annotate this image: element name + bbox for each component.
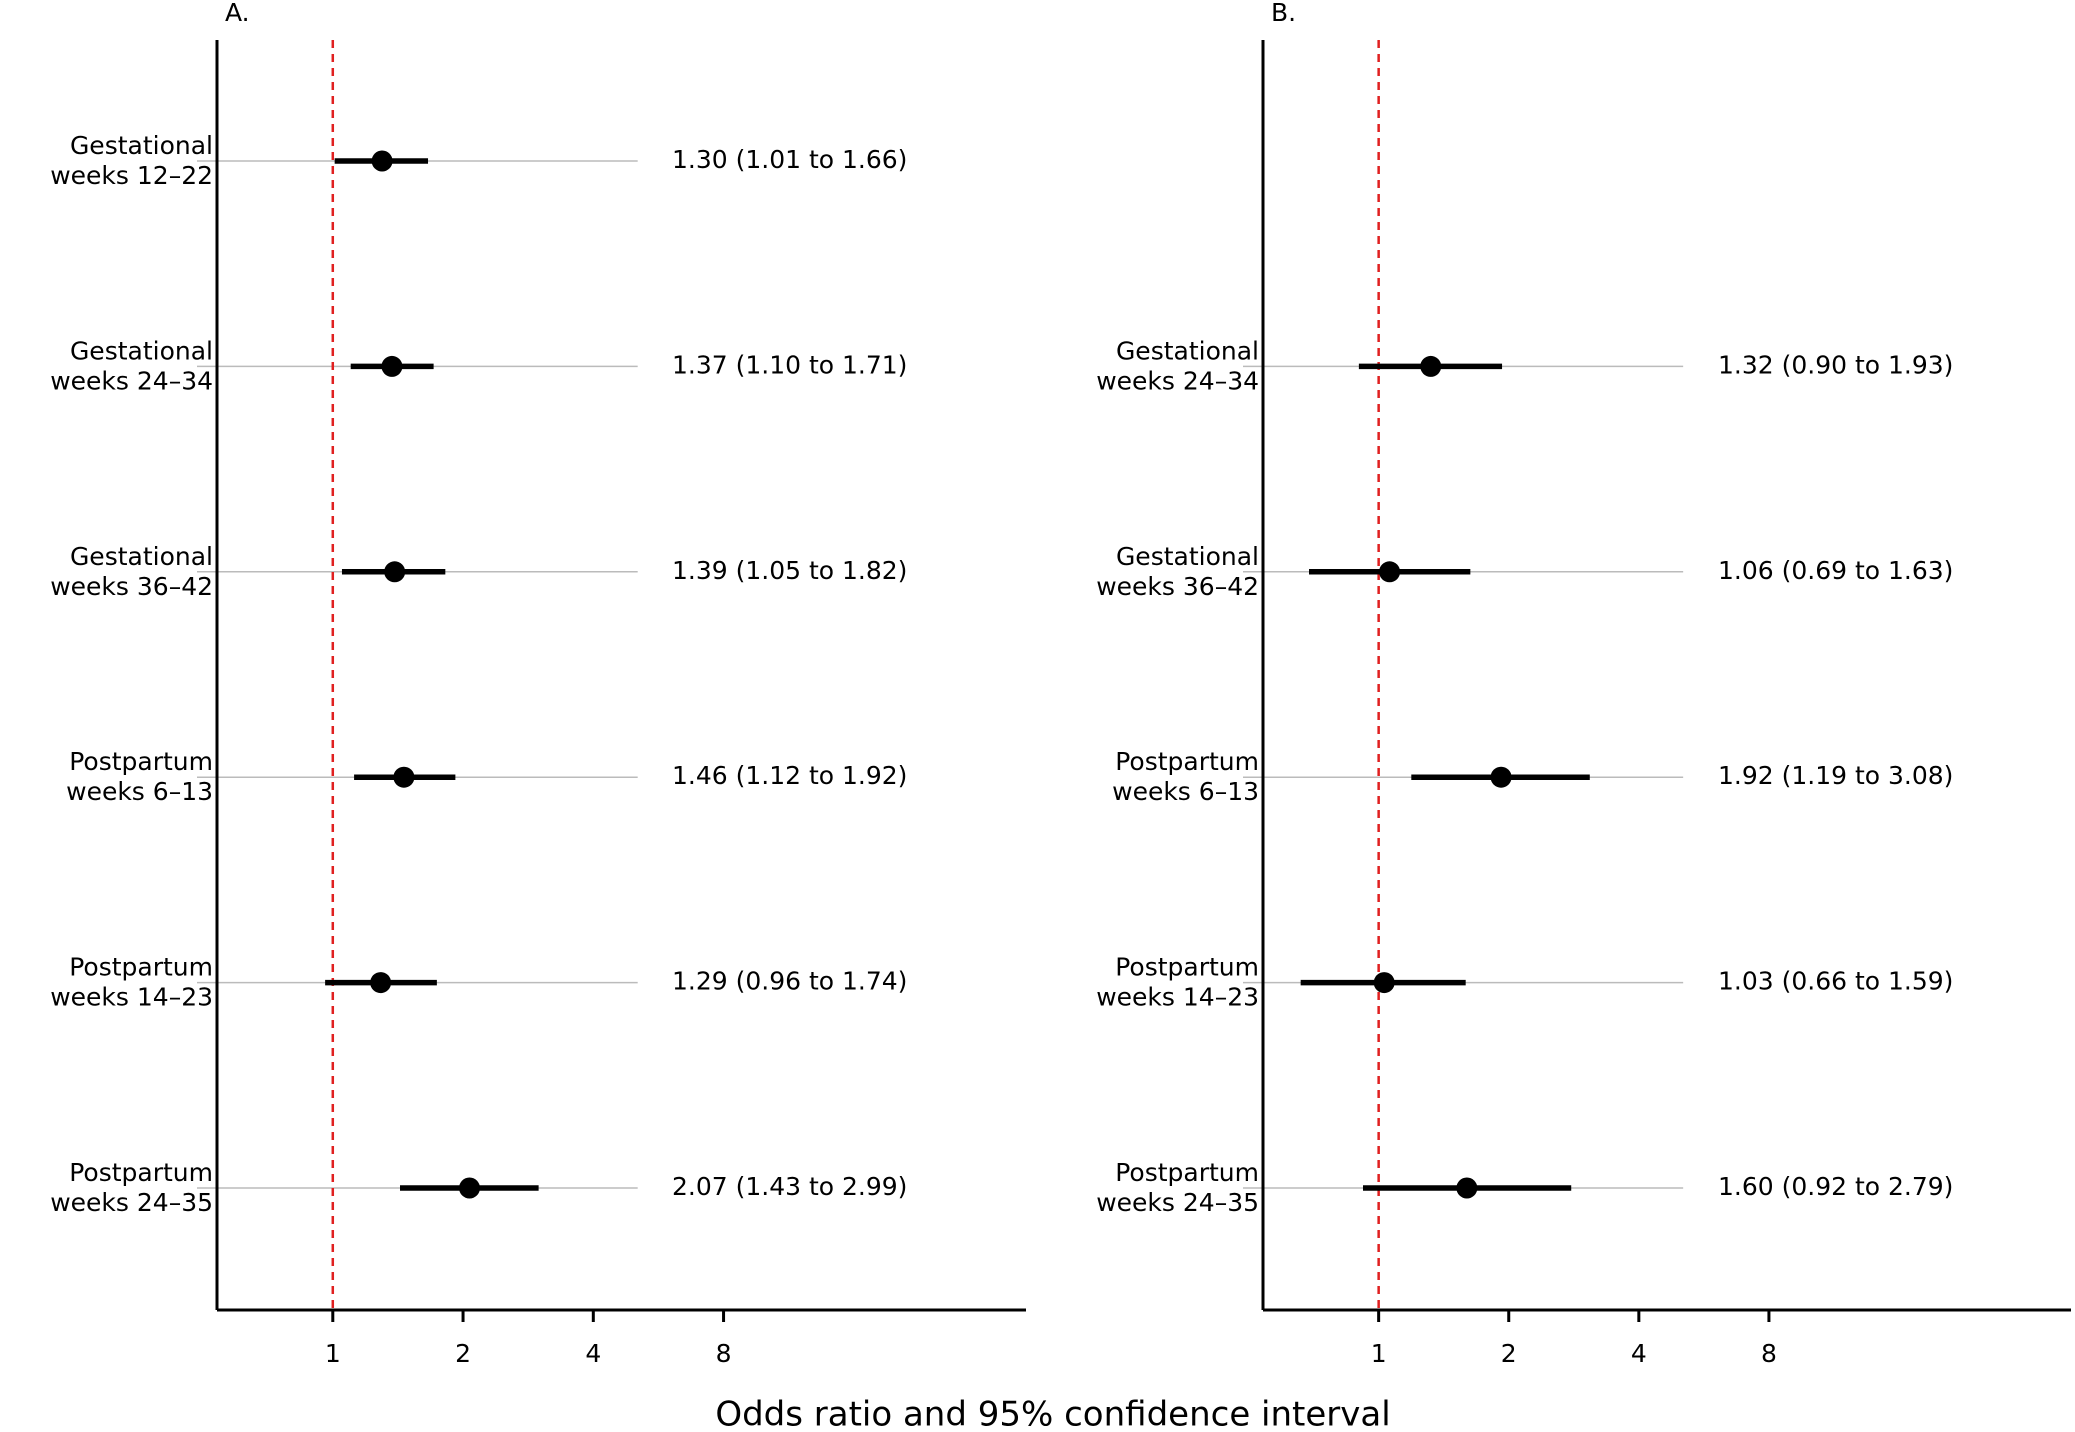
category-line: weeks 14–23 <box>1096 983 1259 1012</box>
category-label: Postpartum weeks 14–23 <box>1096 953 1259 1012</box>
estimate-label: 1.03 (0.66 to 1.59) <box>1718 967 1953 996</box>
category-line: weeks 24–34 <box>50 366 213 395</box>
estimate-label: 1.30 (1.01 to 1.66) <box>672 145 907 174</box>
x-axis-label: Odds ratio and 95% confidence interval <box>715 1395 1390 1432</box>
x-tick-label: 2 <box>1501 1339 1517 1368</box>
x-tick-label: 8 <box>1761 1339 1777 1368</box>
category-label: Postpartum weeks 24–35 <box>50 1158 213 1217</box>
category-line: Gestational <box>70 131 213 160</box>
point-estimate <box>384 561 406 583</box>
category-label: Gestational weeks 36–42 <box>1096 542 1259 601</box>
x-tick-label: 1 <box>1371 1339 1387 1368</box>
category-line: weeks 36–42 <box>50 572 213 601</box>
category-line: Postpartum <box>1115 953 1259 982</box>
estimate-label: 1.60 (0.92 to 2.79) <box>1718 1172 1953 1201</box>
category-label: Postpartum weeks 14–23 <box>50 953 213 1012</box>
category-line: Postpartum <box>69 953 213 982</box>
category-label: Postpartum weeks 6–13 <box>1112 747 1259 806</box>
point-estimate <box>1490 766 1512 788</box>
category-label: Postpartum weeks 24–35 <box>1096 1158 1259 1217</box>
estimate-label: 1.37 (1.10 to 1.71) <box>672 350 907 379</box>
category-label: Gestational weeks 36–42 <box>50 542 213 601</box>
x-tick-label: 4 <box>1631 1339 1647 1368</box>
x-tick-label: 2 <box>455 1339 471 1368</box>
category-line: Postpartum <box>69 747 213 776</box>
estimate-label: 1.46 (1.12 to 1.92) <box>672 761 907 790</box>
category-line: Postpartum <box>1115 1158 1259 1187</box>
x-tick-label: 8 <box>716 1339 732 1368</box>
category-line: Postpartum <box>1115 747 1259 776</box>
x-tick-label: 4 <box>585 1339 601 1368</box>
estimate-label: 1.39 (1.05 to 1.82) <box>672 556 907 585</box>
point-estimate <box>1379 561 1401 583</box>
panel-title: A. <box>225 0 250 27</box>
category-label: Gestational weeks 24–34 <box>50 336 213 395</box>
category-line: Gestational <box>70 542 213 571</box>
category-line: weeks 6–13 <box>66 777 213 806</box>
point-estimate <box>459 1177 481 1199</box>
point-estimate <box>381 355 403 377</box>
panel-title: B. <box>1271 0 1296 27</box>
category-line: Gestational <box>70 336 213 365</box>
category-line: weeks 14–23 <box>50 983 213 1012</box>
category-line: weeks 24–35 <box>1096 1188 1259 1217</box>
category-line: Postpartum <box>69 1158 213 1187</box>
point-estimate <box>1373 972 1395 994</box>
category-label: Gestational weeks 24–34 <box>1096 336 1259 395</box>
estimate-label: 1.92 (1.19 to 3.08) <box>1718 761 1953 790</box>
category-line: weeks 24–34 <box>1096 366 1259 395</box>
category-line: weeks 6–13 <box>1112 777 1259 806</box>
point-estimate <box>1420 355 1442 377</box>
x-tick-label: 1 <box>325 1339 341 1368</box>
estimate-label: 1.06 (0.69 to 1.63) <box>1718 556 1953 585</box>
estimate-label: 2.07 (1.43 to 2.99) <box>672 1172 907 1201</box>
point-estimate <box>393 766 415 788</box>
estimate-label: 1.29 (0.96 to 1.74) <box>672 967 907 996</box>
category-label: Postpartum weeks 6–13 <box>66 747 213 806</box>
category-label: Gestational weeks 12–22 <box>50 131 213 190</box>
category-line: weeks 36–42 <box>1096 572 1259 601</box>
point-estimate <box>371 150 393 172</box>
category-line: Gestational <box>1116 542 1259 571</box>
point-estimate <box>370 972 392 994</box>
category-line: weeks 12–22 <box>50 161 213 190</box>
category-line: Gestational <box>1116 336 1259 365</box>
category-line: weeks 24–35 <box>50 1188 213 1217</box>
point-estimate <box>1456 1177 1478 1199</box>
estimate-label: 1.32 (0.90 to 1.93) <box>1718 350 1953 379</box>
